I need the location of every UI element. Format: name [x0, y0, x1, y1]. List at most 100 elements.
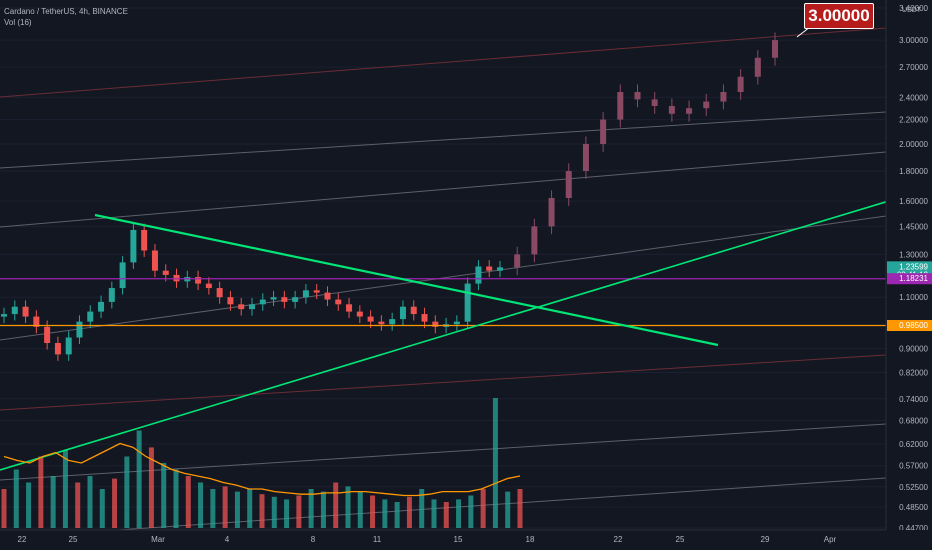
- candle-body: [249, 304, 255, 310]
- candle-body: [292, 297, 299, 302]
- chart-legend: Cardano / TetherUS, 4h, BINANCE Vol (16): [4, 6, 128, 28]
- candle-body: [44, 326, 51, 344]
- candle-body: [65, 337, 72, 355]
- price-tick-label: 2.20000: [899, 116, 928, 125]
- volume-bar: [136, 430, 142, 528]
- volume-bars: [1, 398, 523, 528]
- price-tick-label: 3.40000: [899, 4, 928, 13]
- projected-candle-body: [514, 254, 521, 268]
- volume-ma-line: [3, 442, 521, 497]
- volume-bar: [247, 489, 253, 528]
- volume-bar: [185, 476, 191, 528]
- candle-body: [151, 250, 158, 271]
- channel-line: [0, 27, 887, 98]
- horizontal-levels[interactable]: [0, 278, 886, 327]
- projected-candle-body: [754, 57, 761, 77]
- price-tick-label: 2.00000: [899, 140, 928, 149]
- time-tick-label: 18: [526, 535, 535, 544]
- time-axis-panel[interactable]: [0, 530, 932, 550]
- price-tick-label: 2.40000: [899, 93, 928, 102]
- price-target-callout[interactable]: 3.00000: [804, 3, 874, 29]
- candle-body: [270, 297, 277, 300]
- ascending-trendline: [0, 199, 893, 471]
- volume-bar: [394, 502, 400, 528]
- price-axis-ticks: 3.40000 3.00000 2.70000 2.40000 2.20000 2.000…: [899, 4, 928, 533]
- candle-body: [356, 311, 363, 317]
- candle-body: [378, 321, 385, 325]
- volume-bar: [124, 456, 130, 528]
- volume-bar: [234, 491, 240, 528]
- candle-body: [22, 306, 29, 317]
- candle-body: [302, 290, 309, 298]
- channel-line: [0, 215, 887, 341]
- volume-bar: [517, 489, 523, 528]
- volume-bar: [431, 499, 437, 528]
- volume-bar: [1, 489, 7, 528]
- time-tick-label: Apr: [824, 535, 837, 544]
- volume-bar: [357, 491, 363, 528]
- volume-bar: [148, 447, 154, 528]
- candle-body: [421, 314, 428, 322]
- candle-body: [87, 311, 94, 322]
- projected-candle-body: [720, 91, 727, 102]
- time-tick-label: 4: [225, 535, 230, 544]
- volume-bar: [320, 491, 326, 528]
- candle-body: [324, 292, 331, 300]
- volume-bar: [382, 499, 388, 528]
- candle-body: [205, 283, 212, 289]
- trendlines[interactable]: [0, 199, 893, 471]
- price-tick-label: 1.80000: [899, 167, 928, 176]
- candle-body: [216, 288, 223, 298]
- volume-bar: [75, 482, 81, 528]
- candle-body: [195, 277, 202, 284]
- candle-body: [399, 306, 406, 320]
- time-tick-label: 22: [18, 535, 27, 544]
- volume-bar: [492, 398, 498, 528]
- candle-body: [410, 306, 417, 315]
- price-tick-label: 1.45000: [899, 222, 928, 231]
- candle-body: [33, 316, 40, 327]
- volume-bar: [480, 489, 486, 528]
- candle-body: [54, 343, 61, 355]
- candle-body: [162, 270, 169, 275]
- candle-body: [259, 299, 266, 305]
- price-tag-text: 1.18231: [899, 274, 928, 283]
- candle-body: [313, 290, 320, 293]
- volume-bar: [271, 496, 277, 528]
- volume-bar: [210, 489, 216, 528]
- time-tick-label: 15: [454, 535, 463, 544]
- time-axis-labels: 22 25 Mar 4 8 11 15 18 22 25 29 Apr: [18, 535, 837, 544]
- descending-trendline: [94, 213, 719, 347]
- price-tick-label: 0.48500: [899, 503, 928, 512]
- candle-body: [432, 321, 439, 327]
- volume-bar: [456, 499, 462, 528]
- price-tick-label: 1.30000: [899, 250, 928, 259]
- price-tick-label: 1.60000: [899, 197, 928, 206]
- price-tick-label: 0.74000: [899, 395, 928, 404]
- volume-indicator-title: Vol (16): [4, 18, 32, 27]
- candle-body: [486, 266, 493, 271]
- projected-candle-body: [582, 143, 589, 171]
- price-tick-label: 0.44700: [899, 524, 928, 533]
- channel-line: [0, 111, 887, 169]
- price-tick-label: 0.62000: [899, 440, 928, 449]
- volume-bar: [296, 495, 302, 528]
- candle-body: [98, 301, 105, 312]
- candle-body: [11, 306, 18, 315]
- channel-line: [0, 477, 887, 539]
- projected-candle-body: [565, 170, 572, 198]
- price-tick-label: 0.57000: [899, 462, 928, 471]
- price-tick-label: 0.82000: [899, 368, 928, 377]
- volume-bar: [345, 486, 351, 528]
- volume-bar: [259, 494, 265, 528]
- candle-body: [335, 299, 342, 305]
- candle-body: [453, 321, 460, 325]
- candle-body: [119, 262, 126, 289]
- projected-candle-body: [668, 105, 675, 114]
- volume-bar: [308, 489, 314, 528]
- candle-body: [497, 267, 503, 271]
- price-tick-label: 1.10000: [899, 293, 928, 302]
- channel-line: [0, 423, 887, 481]
